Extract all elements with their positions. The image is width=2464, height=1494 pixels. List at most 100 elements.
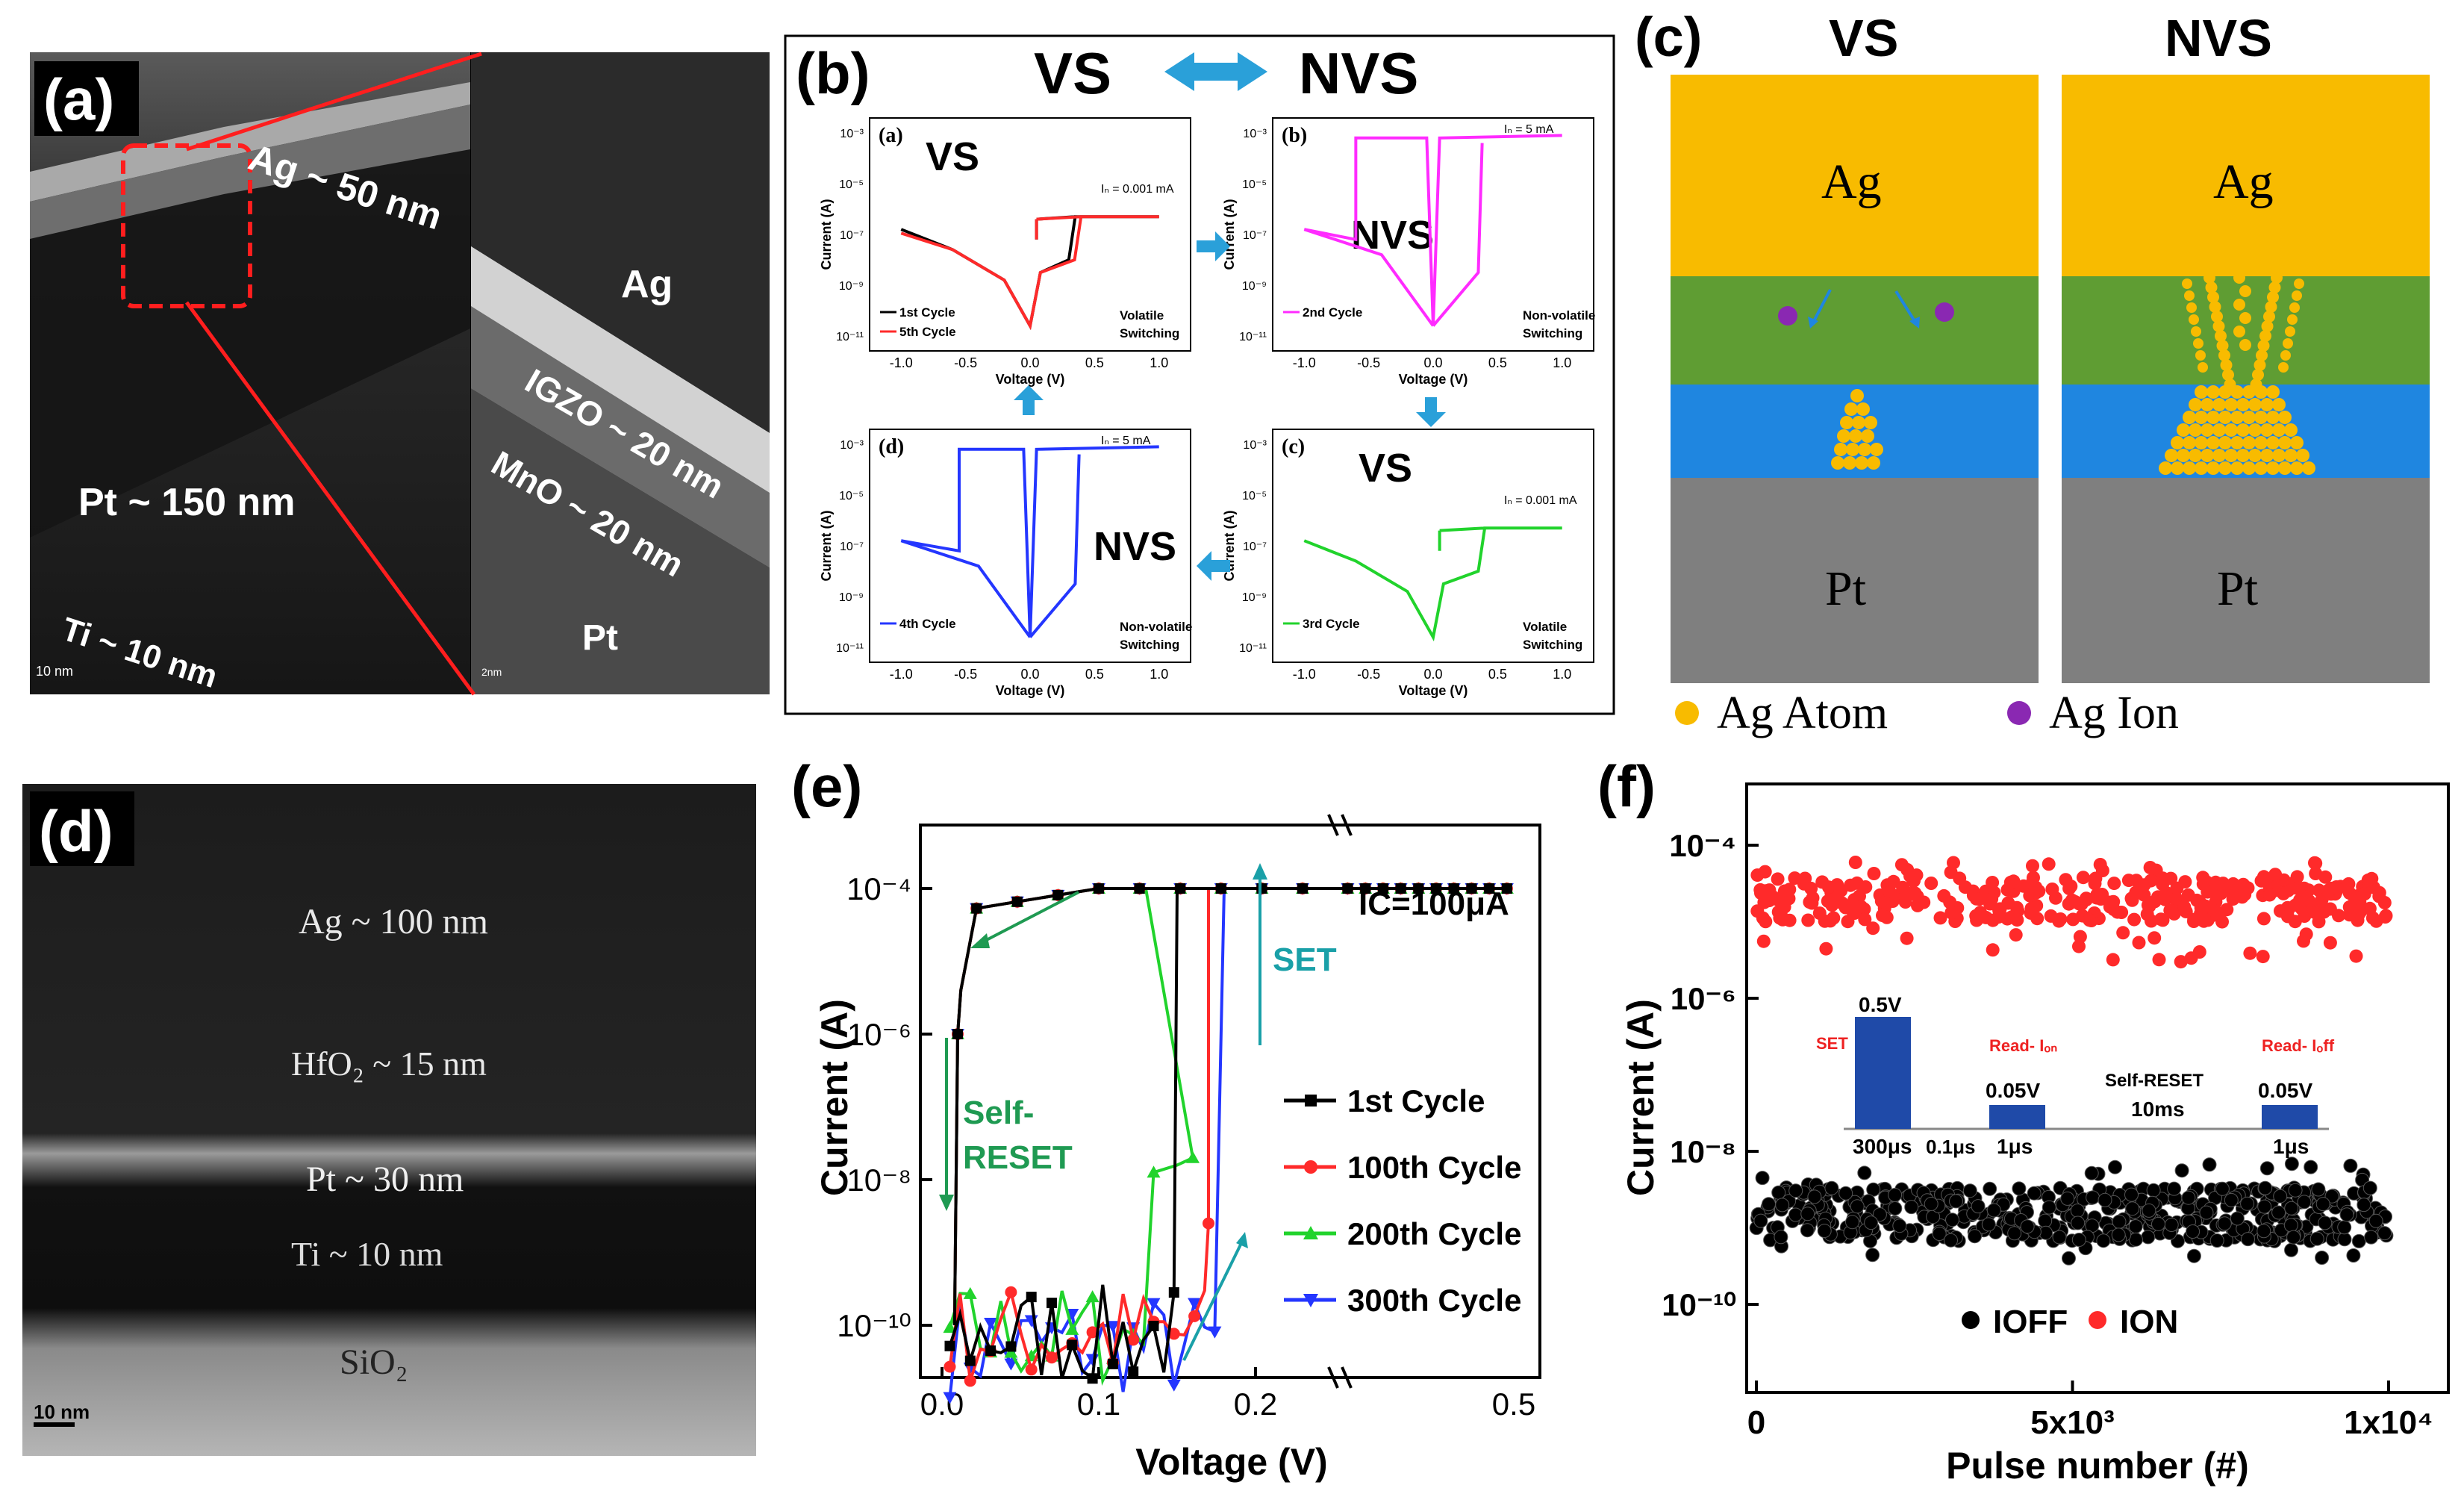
f-ytick: 10⁻⁴ — [1669, 828, 1736, 863]
f-legend-on-dot — [2089, 1311, 2106, 1329]
e-legend-marker — [1303, 1294, 1318, 1307]
scale-a: 10 nm — [36, 664, 73, 679]
b-ytick: 10⁻⁵ — [839, 490, 864, 502]
e-arrow — [977, 891, 1079, 946]
f-off-point — [1872, 1207, 1887, 1222]
f-off-point — [1774, 1230, 1788, 1245]
f-on-point — [2143, 861, 2157, 874]
ag-atom — [2165, 449, 2178, 462]
f-on-point — [2349, 949, 2363, 963]
b-switch-2: Switching — [1523, 638, 1582, 652]
ag-atom — [1843, 456, 1856, 470]
f-off-point — [1850, 1199, 1865, 1214]
e-xtick: 0.0 — [920, 1386, 964, 1422]
legend-atom-dot — [1675, 701, 1699, 725]
ag-atom — [2267, 291, 2279, 303]
b-ytick: 10⁻⁹ — [839, 591, 864, 604]
ag-atom — [2201, 398, 2214, 411]
f-on-point — [2354, 903, 2368, 918]
zoom-box — [121, 143, 252, 308]
f-off-point — [2038, 1213, 2053, 1228]
e-marker-square — [1501, 883, 1512, 894]
f-on-point — [2236, 877, 2251, 891]
e-marker-square — [1377, 883, 1388, 894]
tem-image-d — [22, 784, 756, 1456]
ag-atom — [2289, 302, 2300, 313]
b-xtick: -1.0 — [890, 355, 913, 370]
e-marker-square — [1052, 889, 1064, 900]
b-ytick: 10⁻⁷ — [1243, 541, 1267, 553]
ag-atom — [1850, 389, 1864, 402]
ag-atom — [2195, 461, 2208, 475]
f-off-point — [1817, 1224, 1832, 1238]
e-legend-label: 200th Cycle — [1347, 1216, 1521, 1251]
e-marker-square — [1256, 883, 1267, 894]
b-ytick: 10⁻⁷ — [1243, 229, 1267, 242]
panel-b-subplots: -1.0 -0.5 0.0 0.5 1.0 10⁻³ 10⁻⁵ 10⁻⁷ 10⁻⁹ 10⁻¹¹ Vo… — [819, 117, 1595, 698]
e-arrow-head — [1253, 863, 1267, 880]
ag-ion-left — [1778, 306, 1797, 326]
ag-atom — [2252, 369, 2264, 381]
plot-e: 0.0 0.1 0.2 0.5 10⁻⁴ 10⁻⁶ 10⁻⁸ 10⁻¹⁰ — [837, 814, 1535, 1422]
ag-atom — [2236, 398, 2250, 411]
f-on-point — [2268, 868, 2283, 882]
e-xtick: 0.1 — [1077, 1386, 1120, 1422]
inset-self-reset: Self-RESET — [2105, 1071, 2203, 1091]
e-marker-triangle-down — [1105, 1321, 1120, 1333]
f-off-point — [2128, 1219, 2143, 1234]
b-sub-label: (d) — [879, 435, 904, 458]
e-marker-square — [971, 903, 982, 914]
vs-pt-text: Pt — [1825, 561, 1866, 616]
ag-atom — [2230, 461, 2244, 475]
b-xtick: 0.5 — [1488, 355, 1507, 370]
b-xtick: 1.0 — [1553, 667, 1571, 682]
f-on-point — [1933, 911, 1947, 925]
f-on-point — [1756, 934, 1771, 948]
f-off-point — [2012, 1181, 2027, 1196]
f-on-point — [2107, 877, 2121, 891]
ag-atom — [2193, 338, 2203, 349]
f-on-point — [2156, 871, 2170, 885]
b-xtick: 0.5 — [1085, 355, 1104, 370]
e-marker-square — [1466, 883, 1477, 894]
e-marker-circle — [1046, 1351, 1058, 1364]
f-on-point — [2121, 874, 2136, 888]
panel-b-nvs: NVS — [1299, 40, 1418, 106]
inset-read-off: Read- Iₒff — [2262, 1036, 2335, 1055]
b-curve — [900, 445, 1159, 638]
e-marker-square — [1005, 1341, 1017, 1352]
ti-10-label-d: Ti ~ 10 nm — [291, 1235, 443, 1273]
f-off-point — [2362, 1180, 2377, 1195]
e-marker-triangle-down — [984, 1317, 998, 1330]
b-ylabel: Current (A) — [819, 511, 834, 582]
f-on-point — [1804, 881, 1818, 895]
f-on-point — [1866, 921, 1880, 936]
f-off-point — [2181, 1190, 2196, 1205]
pt-zoom-label: Pt — [582, 618, 618, 658]
f-legend-off-dot — [1962, 1311, 1980, 1329]
ag-atom — [2212, 398, 2226, 411]
f-off-point — [2027, 1186, 2042, 1201]
f-on-point — [1758, 865, 1772, 879]
ag-atom — [2207, 291, 2219, 303]
ag-atom — [2218, 436, 2232, 449]
b-switch-1: Volatile — [1523, 620, 1567, 634]
f-off-point — [2020, 1219, 2035, 1234]
b-xtick: 0.0 — [1423, 667, 1442, 682]
inset-set: SET — [1816, 1034, 1848, 1053]
e-marker-circle — [1005, 1286, 1017, 1298]
f-on-point — [2156, 913, 2170, 927]
e-marker-square — [1342, 883, 1353, 894]
ag-atom — [2206, 461, 2220, 475]
ag-atom — [2266, 411, 2280, 424]
f-on-point — [2062, 882, 2077, 895]
f-xlabel: Pulse number (#) — [1946, 1445, 2249, 1487]
b-mode: VS — [926, 134, 979, 179]
nvs-pt-text: Pt — [2217, 561, 2258, 616]
plot-f: 0 5x10³ 1x10⁴ 10⁻⁴ 10⁻⁶ 10⁻⁸ 10⁻¹⁰ — [1662, 828, 2433, 1441]
subplot-frame — [869, 117, 1191, 352]
ag-atom — [1864, 416, 1877, 429]
f-on-point — [1771, 872, 1785, 886]
ag-atom — [2248, 423, 2262, 437]
arrow-c-d — [1197, 551, 1230, 581]
